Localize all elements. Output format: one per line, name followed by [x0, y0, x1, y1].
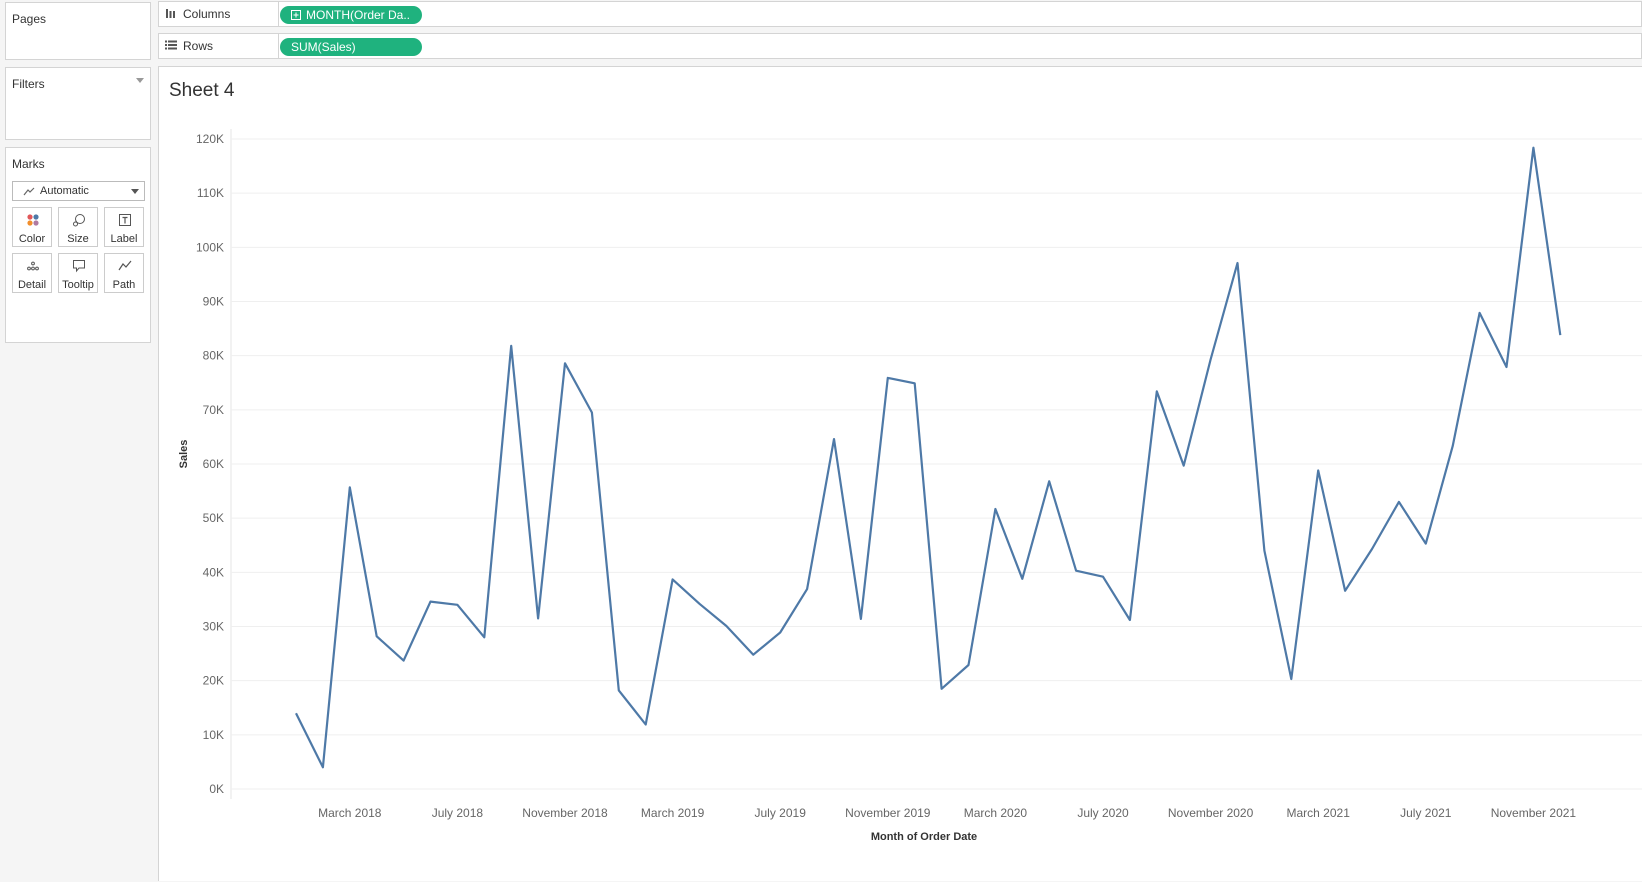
x-tick-label: November 2018 — [522, 806, 608, 820]
rows-icon — [165, 40, 177, 50]
marks-card: Marks Automatic Color Size Labe — [5, 147, 151, 343]
filters-dropdown-icon[interactable] — [136, 78, 144, 83]
sheet-title: Sheet 4 — [169, 80, 235, 101]
x-tick-label: November 2020 — [1168, 806, 1254, 820]
mark-type-select[interactable]: Automatic — [12, 181, 145, 201]
viz-area: 0K 10K 20K 30K 40K 50K 60K 70K 80K 90K 100K 110K 120… — [158, 66, 1642, 881]
y-axis-title: Sales — [178, 440, 190, 469]
tooltip-icon — [73, 260, 85, 273]
line-chart: 0K 10K 20K 30K 40K 50K 60K 70K 80K 90K 100K 110K 120… — [178, 129, 1642, 843]
x-tick-label: November 2019 — [845, 806, 931, 820]
sales-line[interactable] — [295, 146, 1562, 769]
y-tick-label: 40K — [203, 565, 224, 579]
y-tick-label: 10K — [203, 728, 224, 742]
size-button[interactable]: Size — [58, 207, 98, 247]
x-tick-label: March 2020 — [964, 806, 1028, 820]
rows-shelf[interactable]: Rows SUM(Sales) — [158, 33, 1642, 59]
label-button[interactable]: Label — [104, 207, 144, 247]
path-label: Path — [112, 279, 136, 291]
left-panel: Pages Filters Marks Automatic Color Size — [0, 0, 156, 881]
columns-pill[interactable]: MONTH(Order Da.. — [280, 6, 422, 24]
x-axis-title: Month of Order Date — [871, 831, 977, 843]
rows-shelf-label: Rows — [159, 34, 279, 58]
columns-shelf[interactable]: Columns MONTH(Order Da.. — [158, 1, 1642, 27]
y-tick-label: 80K — [203, 349, 224, 363]
y-tick-label: 70K — [203, 403, 224, 417]
tooltip-button[interactable]: Tooltip — [58, 253, 98, 293]
x-tick-label: March 2021 — [1287, 806, 1351, 820]
y-tick-label: 60K — [203, 457, 224, 471]
line-mark-icon — [23, 187, 35, 196]
expand-plus-icon[interactable] — [291, 10, 301, 20]
filters-title: Filters — [12, 77, 45, 91]
detail-label: Detail — [17, 279, 47, 291]
y-tick-label: 50K — [203, 511, 224, 525]
columns-pill-label: MONTH(Order Da.. — [306, 8, 411, 22]
tooltip-label: Tooltip — [62, 279, 94, 291]
x-tick-label: March 2018 — [318, 806, 382, 820]
pages-title: Pages — [12, 12, 47, 26]
columns-shelf-label: Columns — [159, 2, 279, 26]
detail-button[interactable]: Detail — [12, 253, 52, 293]
rows-label: Rows — [183, 39, 214, 53]
color-icon — [27, 214, 39, 226]
mark-type-label: Automatic — [40, 185, 89, 197]
filters-card[interactable]: Filters — [5, 67, 151, 140]
label-label: Label — [110, 233, 138, 245]
size-label: Size — [67, 233, 89, 245]
chevron-down-icon — [131, 189, 139, 194]
path-icon — [118, 260, 132, 271]
y-tick-label: 20K — [203, 674, 224, 688]
grid-lines — [230, 129, 1642, 799]
marks-title: Marks — [12, 157, 45, 171]
color-label: Color — [18, 233, 46, 245]
y-tick-label: 120K — [196, 132, 224, 146]
x-tick-label: July 2019 — [755, 806, 807, 820]
columns-icon — [166, 9, 175, 18]
x-tick-label: July 2020 — [1077, 806, 1129, 820]
rows-pill[interactable]: SUM(Sales) — [280, 38, 422, 56]
y-tick-label: 100K — [196, 240, 224, 254]
y-tick-label: 90K — [203, 295, 224, 309]
y-axis-ticks: 0K 10K 20K 30K 40K 50K 60K 70K 80K 90K 100K 110K 120… — [196, 132, 224, 796]
y-tick-label: 0K — [209, 782, 224, 796]
y-tick-label: 110K — [197, 186, 224, 200]
rows-pill-label: SUM(Sales) — [291, 40, 356, 54]
pages-card[interactable]: Pages — [5, 2, 151, 60]
columns-label: Columns — [183, 7, 231, 21]
x-tick-label: July 2018 — [432, 806, 484, 820]
size-icon — [73, 214, 85, 227]
x-tick-label: November 2021 — [1491, 806, 1577, 820]
x-axis-ticks: March 2018 July 2018 November 2018 March 20… — [318, 806, 1576, 820]
label-icon — [119, 214, 131, 226]
path-button[interactable]: Path — [104, 253, 144, 293]
color-button[interactable]: Color — [12, 207, 52, 247]
detail-icon — [27, 261, 39, 271]
y-tick-label: 30K — [203, 620, 224, 634]
x-tick-label: March 2019 — [641, 806, 705, 820]
x-tick-label: July 2021 — [1400, 806, 1452, 820]
